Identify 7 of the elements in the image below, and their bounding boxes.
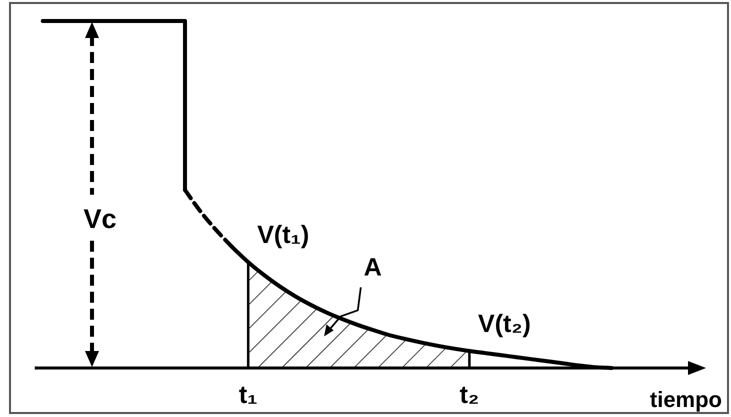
x-tick-label: t₂: [460, 381, 480, 409]
annotation: Vc: [83, 204, 117, 234]
x-tick-label: t₁: [238, 381, 258, 409]
x-axis-title: tiempo: [650, 387, 722, 412]
annotation: V(t₁): [257, 221, 310, 250]
series-label: A: [364, 253, 382, 282]
annotation: V(t₂): [478, 310, 531, 338]
